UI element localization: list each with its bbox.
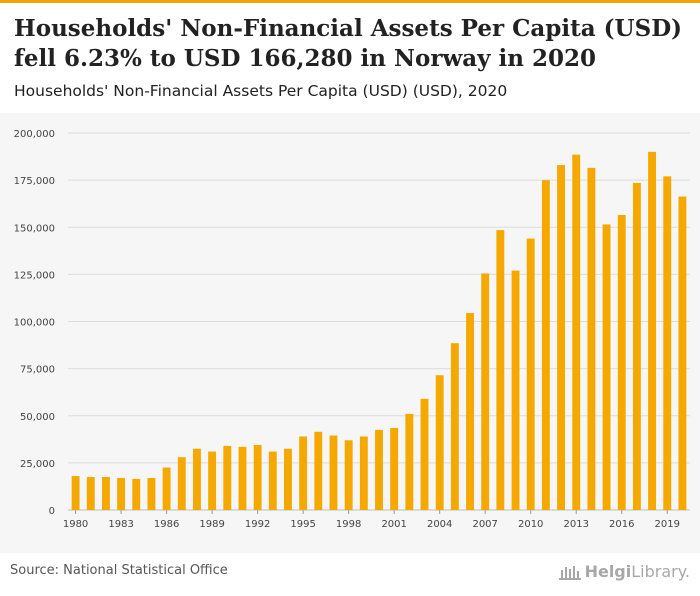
bar-1992 (253, 444, 262, 510)
y-tick-label: 200,000 (14, 129, 55, 140)
y-tick-label: 125,000 (14, 270, 55, 281)
bar-2017 (632, 182, 641, 510)
x-tick-label: 2010 (518, 519, 543, 530)
bar-1982 (101, 477, 110, 510)
bar-1998 (344, 440, 353, 510)
library-icon (558, 565, 581, 580)
bar-2019 (663, 176, 672, 511)
bar-1981 (86, 477, 95, 510)
x-tick-label: 1983 (108, 519, 133, 530)
bar-2018 (648, 151, 657, 510)
y-tick-label: 100,000 (14, 318, 55, 329)
bar-2001 (390, 428, 399, 510)
x-tick-label: 2019 (655, 519, 680, 530)
bar-1980 (71, 476, 80, 510)
bar-2007 (481, 273, 490, 510)
x-axis-ticks: 1980 1983 1986 1989 1992 1995 1998 2001 2004 2007… (63, 510, 680, 530)
bar-2009 (511, 270, 520, 510)
bar-2008 (496, 230, 505, 510)
bar-2010 (526, 238, 535, 510)
x-tick-label: 1980 (63, 519, 88, 530)
bar-2015 (602, 224, 611, 511)
x-tick-label: 2013 (563, 519, 588, 530)
x-tick-label: 1992 (245, 519, 270, 530)
plot-area: 0 25,000 50,000 75,000 100,000 125,000 150,000… (0, 113, 700, 553)
bar-2012 (557, 165, 565, 510)
bar-2006 (466, 313, 474, 510)
bar-2003 (420, 398, 429, 510)
bar-1994 (284, 448, 292, 510)
bar-2016 (617, 215, 626, 510)
x-tick-label: 1995 (290, 519, 315, 530)
bar-1999 (359, 436, 368, 510)
source-note: Source: National Statistical Office (10, 563, 228, 578)
top-accent-rule (0, 0, 700, 3)
x-tick-label: 2004 (427, 519, 452, 530)
bar-2013 (572, 154, 581, 510)
bar-2000 (375, 429, 383, 510)
chart-header: Households' Non-Financial Assets Per Cap… (0, 3, 700, 113)
bar-1997 (329, 435, 338, 510)
y-tick-label: 25,000 (20, 459, 55, 470)
bar-1991 (238, 446, 247, 510)
bar-1986 (162, 467, 171, 510)
gridlines (68, 132, 690, 511)
bar-2005 (450, 343, 459, 510)
bar-1995 (299, 436, 308, 510)
bar-1983 (117, 477, 126, 510)
bar-1985 (147, 477, 156, 510)
x-tick-label: 2001 (381, 519, 406, 530)
bar-1993 (268, 451, 277, 510)
x-tick-label: 2016 (609, 519, 634, 530)
y-tick-label: 150,000 (14, 223, 55, 234)
bars (71, 151, 687, 511)
bar-2002 (405, 413, 414, 510)
bar-1989 (208, 451, 217, 510)
bar-2004 (435, 375, 444, 510)
bar-2020 (678, 196, 687, 510)
bar-1996 (314, 431, 323, 510)
bar-chart: 0 25,000 50,000 75,000 100,000 125,000 150,000… (14, 129, 690, 530)
bar-1987 (177, 457, 186, 510)
chart-title: Households' Non-Financial Assets Per Cap… (14, 15, 683, 72)
x-tick-label: 2007 (472, 519, 497, 530)
bar-1984 (132, 478, 141, 510)
x-tick-label: 1998 (336, 519, 361, 530)
x-tick-label: 1986 (154, 519, 179, 530)
bar-1990 (223, 445, 232, 510)
bar-2014 (587, 167, 596, 510)
y-tick-label: 50,000 (20, 412, 55, 423)
bar-1988 (193, 448, 201, 510)
brand-name: HelgiLibrary. (584, 562, 690, 581)
x-tick-label: 1989 (199, 519, 224, 530)
brand-logo: HelgiLibrary. (558, 562, 690, 581)
y-axis-ticks: 0 25,000 50,000 75,000 100,000 125,000 150,000… (14, 129, 55, 517)
bar-2011 (541, 180, 550, 511)
chart-subtitle: Households' Non-Financial Assets Per Cap… (14, 82, 508, 100)
y-tick-label: 75,000 (20, 365, 55, 376)
y-tick-label: 0 (49, 506, 55, 517)
y-tick-label: 175,000 (14, 176, 55, 187)
